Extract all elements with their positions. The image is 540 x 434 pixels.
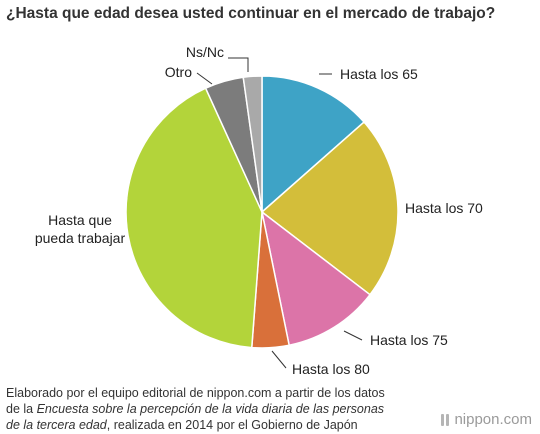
chart-title: ¿Hasta que edad desea usted continuar en… <box>6 5 496 22</box>
survey-name-part-2: de la tercera edad <box>6 418 107 432</box>
leader-line-hasta-los-80 <box>271 350 287 369</box>
slice-label-hasta-que-pueda-trabajar: Hasta que pueda trabajar <box>35 212 126 246</box>
slice-label-hasta-los-80: Hasta los 80 <box>292 361 370 377</box>
brand-text: nippon.com <box>454 411 532 428</box>
leader-line-ns-nc <box>228 57 249 72</box>
brand-logo: nippon.com <box>441 411 532 428</box>
nippon-logo-icon <box>441 413 450 427</box>
slice-label-hasta-los-75: Hasta los 75 <box>370 332 448 348</box>
pie-slice-hasta-que-pueda-trabajar <box>125 87 263 349</box>
pie-slice-hasta-los-70 <box>261 121 399 296</box>
pie-slice-ns-nc <box>242 75 263 213</box>
source-line-2-prefix: de la <box>6 402 37 416</box>
survey-name-part-1: Encuesta sobre la percepción de la vida … <box>36 402 385 416</box>
slice-label-ns-nc: Ns/Nc <box>186 44 224 60</box>
pie-chart: Hasta los 65 Hasta los 70 Hasta los 75 Hast… <box>35 44 483 377</box>
source-note: Elaborado por el equipo editorial de nip… <box>6 385 426 433</box>
pie-slice-hasta-los-65 <box>261 75 365 213</box>
source-line-1: Elaborado por el equipo editorial de nip… <box>6 386 385 400</box>
slice-label-otro: Otro <box>165 64 192 80</box>
slice-label-hasta-los-70: Hasta los 70 <box>405 200 483 216</box>
leader-line-hasta-los-75 <box>343 330 363 341</box>
slice-label-hasta-los-65: Hasta los 65 <box>340 66 418 82</box>
pie-slice-hasta-los-75 <box>261 211 371 347</box>
leader-line-otro <box>196 72 213 85</box>
source-line-3-suffix: , realizada en 2014 por el Gobierno de J… <box>106 418 358 432</box>
